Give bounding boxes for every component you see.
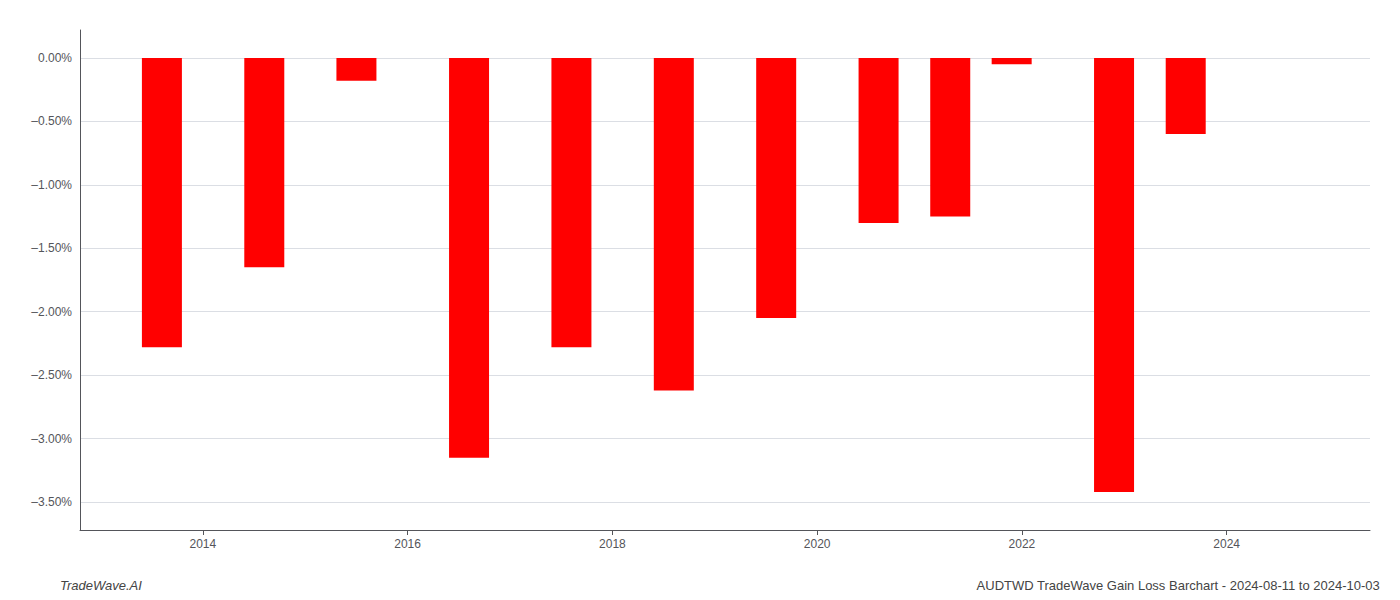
svg-text:–1.00%: –1.00%: [31, 178, 72, 192]
svg-text:2014: 2014: [190, 537, 217, 551]
svg-text:–0.50%: –0.50%: [31, 114, 72, 128]
svg-text:–2.00%: –2.00%: [31, 305, 72, 319]
svg-text:–3.00%: –3.00%: [31, 432, 72, 446]
svg-text:2024: 2024: [1213, 537, 1240, 551]
svg-text:0.00%: 0.00%: [38, 51, 72, 65]
svg-text:AUDTWD TradeWave Gain Loss Bar: AUDTWD TradeWave Gain Loss Barchart - 20…: [977, 578, 1380, 593]
svg-text:2016: 2016: [394, 537, 421, 551]
svg-text:–3.50%: –3.50%: [31, 495, 72, 509]
svg-text:–2.50%: –2.50%: [31, 368, 72, 382]
svg-text:–1.50%: –1.50%: [31, 241, 72, 255]
svg-text:2020: 2020: [804, 537, 831, 551]
svg-text:2022: 2022: [1009, 537, 1036, 551]
svg-text:2018: 2018: [599, 537, 626, 551]
svg-text:TradeWave.AI: TradeWave.AI: [60, 578, 142, 593]
